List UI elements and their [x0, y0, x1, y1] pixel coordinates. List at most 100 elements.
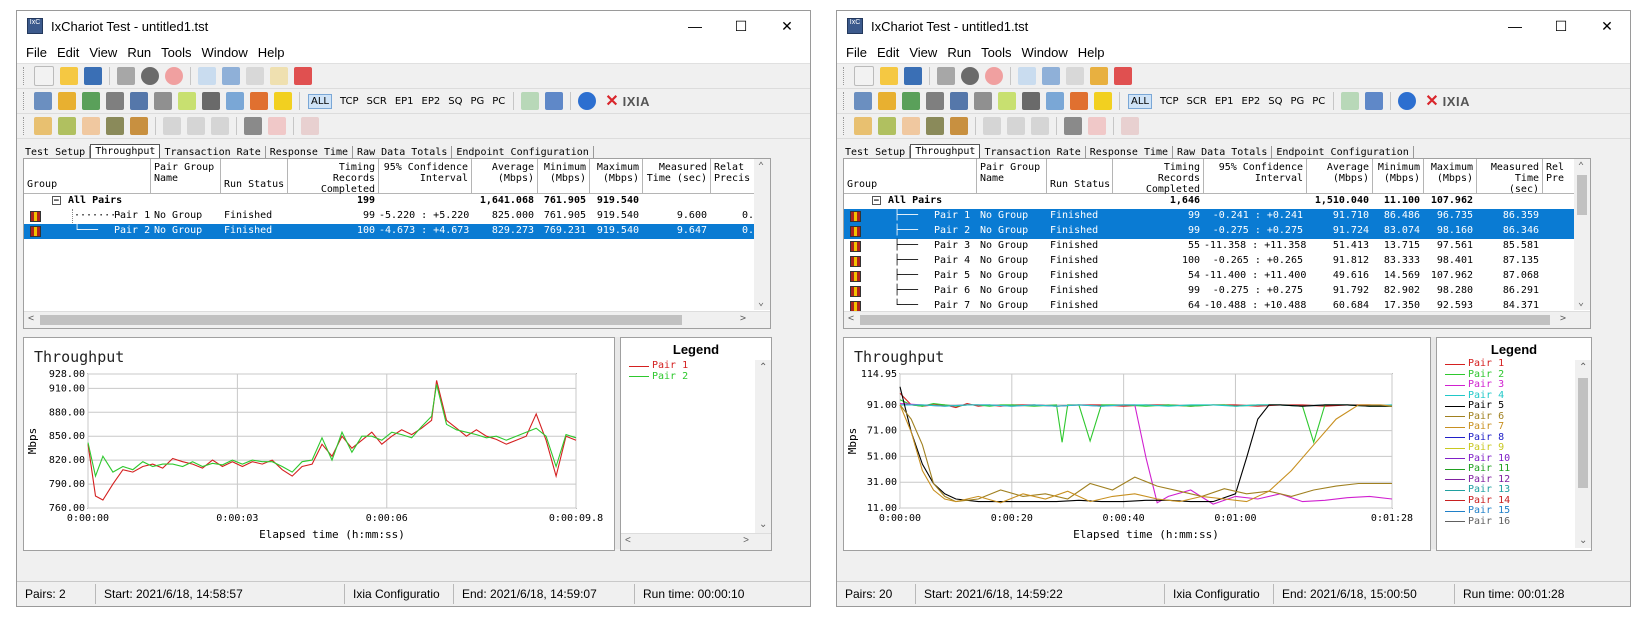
- scroll-down-arrow-icon[interactable]: ⌄: [1578, 297, 1585, 308]
- scroll-right-arrow-icon[interactable]: >: [743, 535, 749, 546]
- report-icon[interactable]: [250, 92, 268, 110]
- add-multicast-icon[interactable]: [58, 92, 76, 110]
- menu-view[interactable]: View: [89, 44, 118, 60]
- action-7-icon[interactable]: [1007, 117, 1025, 135]
- action-8-icon[interactable]: [211, 117, 229, 135]
- filter-tcp-button[interactable]: TCP: [339, 95, 359, 107]
- col-maximum[interactable]: Maximum (Mbps): [590, 159, 643, 193]
- print-icon[interactable]: [937, 67, 955, 85]
- title-bar[interactable]: IxC IxChariot Test - untitled1.tst — ☐ ✕: [17, 11, 810, 41]
- menu-file[interactable]: File: [846, 44, 867, 60]
- legend-item[interactable]: Pair 9: [1445, 442, 1591, 454]
- collapse-icon[interactable]: −: [872, 196, 881, 206]
- save-icon[interactable]: [904, 67, 922, 85]
- filter-ep2-button[interactable]: EP2: [421, 95, 441, 107]
- export-icon[interactable]: [521, 92, 540, 110]
- title-bar[interactable]: IxC IxChariot Test - untitled1.tst — ☐ ✕: [837, 11, 1630, 41]
- stop-test-icon[interactable]: [985, 67, 1003, 85]
- save-icon[interactable]: [84, 67, 102, 85]
- minimize-button[interactable]: —: [688, 18, 702, 34]
- legend-item[interactable]: Pair 13: [1445, 484, 1591, 496]
- legend-hscrollbar[interactable]: < >: [621, 533, 771, 550]
- chart-icon[interactable]: [1046, 92, 1064, 110]
- table-row-selected[interactable]: ├─── Pair 1 No Group Finished 99 -0.241 : +0.…: [844, 209, 1590, 224]
- col-average[interactable]: Average (Mbps): [472, 159, 538, 193]
- report-icon[interactable]: [1070, 92, 1088, 110]
- filter-scr-button[interactable]: SCR: [1186, 95, 1207, 107]
- legend-item[interactable]: Pair 3: [1445, 379, 1591, 391]
- import-icon[interactable]: [545, 92, 564, 110]
- scroll-right-arrow-icon[interactable]: >: [1559, 313, 1566, 324]
- filter-ep1-button[interactable]: EP1: [394, 95, 414, 107]
- legend-scrollbar[interactable]: ⌃ ⌄: [1575, 360, 1591, 548]
- table-row[interactable]: ├─── Pair 6 No Group Finished 99 -0.275 : +0.…: [844, 284, 1590, 299]
- lightbulb-icon[interactable]: [274, 92, 292, 110]
- legend-item[interactable]: Pair 8: [1445, 432, 1591, 444]
- menu-file[interactable]: File: [26, 44, 47, 60]
- legend-item[interactable]: Pair 11: [1445, 463, 1591, 475]
- minimize-button[interactable]: —: [1508, 18, 1522, 34]
- tab-test-setup[interactable]: Test Setup: [841, 146, 911, 159]
- close-button[interactable]: ✕: [1601, 17, 1613, 34]
- add-pair-icon[interactable]: [34, 92, 52, 110]
- filter-pg-button[interactable]: PG: [1290, 95, 1305, 107]
- group-icon[interactable]: [950, 92, 968, 110]
- legend-item[interactable]: Pair 1: [629, 360, 771, 372]
- col-minimum[interactable]: Minimum (Mbps): [1373, 159, 1424, 193]
- scroll-down-arrow-icon[interactable]: ⌄: [758, 297, 765, 308]
- toolbar-grip[interactable]: [843, 92, 847, 110]
- tab-response-time[interactable]: Response Time: [266, 146, 354, 159]
- chart-icon[interactable]: [226, 92, 244, 110]
- col-measured-time[interactable]: Measured Time (sec): [1477, 159, 1543, 195]
- legend-item[interactable]: Pair 1: [1445, 358, 1591, 370]
- filter-sq-button[interactable]: SQ: [1268, 95, 1283, 107]
- toolbar-grip[interactable]: [23, 67, 27, 85]
- scroll-thumb[interactable]: [1577, 175, 1587, 215]
- copy-icon[interactable]: [246, 67, 264, 85]
- filter-all-button[interactable]: ALL: [308, 93, 332, 109]
- col-timing-records[interactable]: Timing Records Completed: [288, 159, 379, 195]
- legend-item[interactable]: Pair 15: [1445, 505, 1591, 517]
- legend-item[interactable]: Pair 2: [629, 371, 771, 383]
- scroll-up-arrow-icon[interactable]: ⌃: [1579, 362, 1588, 373]
- add-endpoint-icon[interactable]: [902, 92, 920, 110]
- table-row-selected[interactable]: ├─── Pair 2 No Group Finished 99 -0.275 : +0.…: [844, 224, 1590, 239]
- filter-sq-button[interactable]: SQ: [448, 95, 463, 107]
- refresh-icon[interactable]: [198, 67, 216, 85]
- action-7-icon[interactable]: [187, 117, 205, 135]
- scroll-thumb[interactable]: [1578, 378, 1588, 488]
- col-run-status[interactable]: Run Status: [221, 159, 288, 193]
- maximize-button[interactable]: ☐: [734, 17, 748, 34]
- legend-item[interactable]: Pair 12: [1445, 474, 1591, 486]
- action-11-icon[interactable]: [301, 117, 319, 135]
- menu-view[interactable]: View: [909, 44, 938, 60]
- legend-item[interactable]: Pair 10: [1445, 453, 1591, 465]
- action-10-icon[interactable]: [268, 117, 286, 135]
- add-endpoint-icon[interactable]: [82, 92, 100, 110]
- action-5-icon[interactable]: [950, 117, 968, 135]
- open-folder-icon[interactable]: [880, 67, 898, 85]
- export-icon[interactable]: [1341, 92, 1360, 110]
- col-minimum[interactable]: Minimum (Mbps): [538, 159, 590, 193]
- table-row-selected[interactable]: └─── Pair 2 No Group Finished 100 -4.673…: [24, 224, 770, 239]
- action-2-icon[interactable]: [878, 117, 896, 135]
- menu-help[interactable]: Help: [1077, 44, 1105, 60]
- delete-icon[interactable]: [294, 67, 312, 85]
- horizontal-scrollbar[interactable]: < >: [24, 311, 770, 328]
- delete-icon[interactable]: [1114, 67, 1132, 85]
- network-icon[interactable]: [926, 92, 944, 110]
- scroll-left-arrow-icon[interactable]: <: [625, 535, 631, 546]
- filter-pc-button[interactable]: PC: [1312, 95, 1326, 107]
- tab-endpoint-configuration[interactable]: Endpoint Configuration: [1272, 146, 1414, 159]
- legend-item[interactable]: Pair 4: [1445, 390, 1591, 402]
- legend-scrollbar[interactable]: ⌃ ⌄: [755, 360, 771, 548]
- lightbulb-icon[interactable]: [1094, 92, 1112, 110]
- menu-window[interactable]: Window: [201, 44, 248, 60]
- scroll-thumb[interactable]: [860, 315, 1550, 325]
- filter-ep1-button[interactable]: EP1: [1214, 95, 1234, 107]
- filter-pc-button[interactable]: PC: [492, 95, 506, 107]
- action-6-icon[interactable]: [983, 117, 1001, 135]
- run-test-icon[interactable]: [141, 67, 159, 85]
- action-1-icon[interactable]: [34, 117, 52, 135]
- legend-item[interactable]: Pair 14: [1445, 495, 1591, 507]
